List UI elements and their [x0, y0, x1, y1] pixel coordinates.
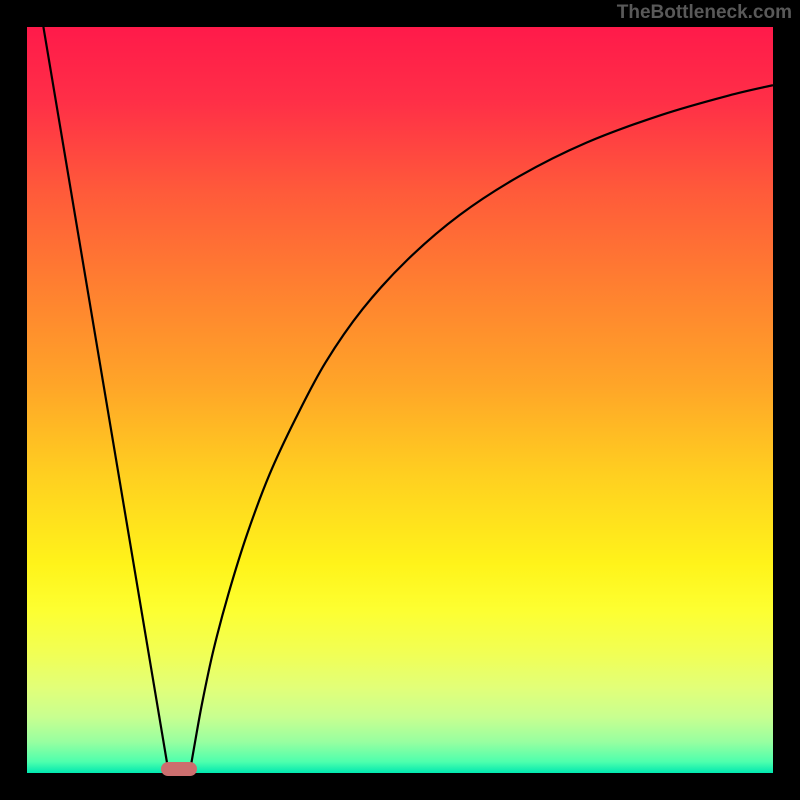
chart-container: TheBottleneck.com [0, 0, 800, 800]
curve-left-segment [43, 27, 168, 773]
watermark-text: TheBottleneck.com [617, 2, 792, 24]
curve-layer [27, 27, 773, 773]
bottleneck-marker [161, 762, 197, 776]
plot-area [27, 27, 773, 773]
curve-right-segment [190, 85, 773, 773]
